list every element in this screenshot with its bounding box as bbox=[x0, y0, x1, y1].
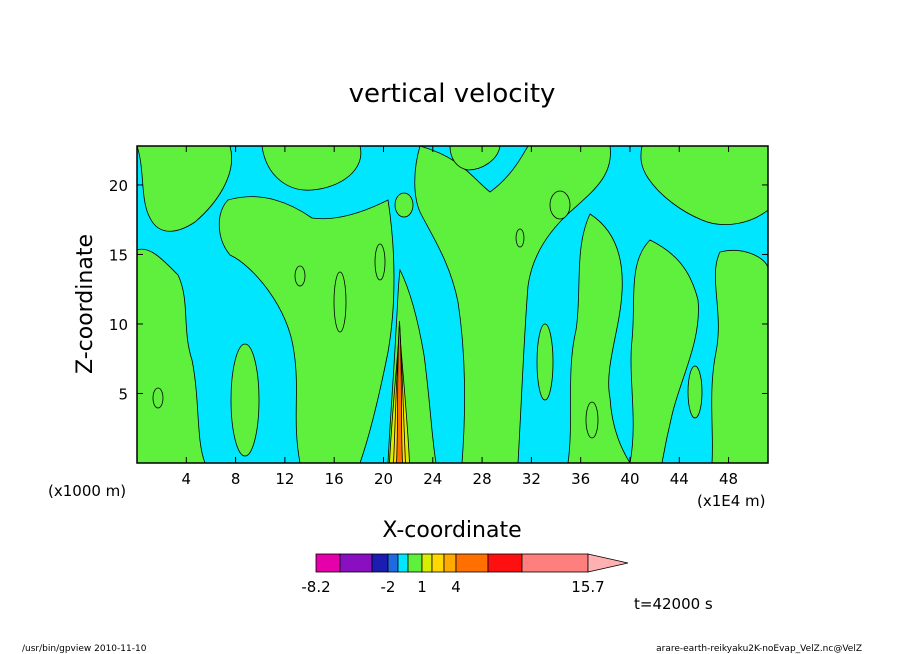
colorbar-swatch bbox=[487, 553, 523, 573]
updraft-region bbox=[629, 239, 699, 463]
y-tick-label: 5 bbox=[118, 385, 128, 403]
colorbar-swatch bbox=[521, 553, 589, 573]
updraft-region bbox=[374, 243, 386, 281]
y-axis-ticks: 5 10 15 20 bbox=[109, 177, 768, 403]
colorbar bbox=[315, 553, 629, 573]
x-tick-label: 48 bbox=[719, 470, 738, 488]
updraft-region bbox=[549, 190, 571, 220]
colorbar-swatch bbox=[407, 553, 423, 573]
plot-frame bbox=[136, 145, 769, 464]
updraft-region bbox=[294, 265, 306, 287]
updraft-region bbox=[137, 248, 206, 463]
colorbar-swatch bbox=[455, 553, 489, 573]
colorbar-swatch bbox=[431, 553, 445, 573]
updraft-region bbox=[585, 401, 599, 439]
colorbar-swatch bbox=[387, 553, 399, 573]
x-tick-label: 40 bbox=[620, 470, 639, 488]
colorbar-tick-label: 4 bbox=[451, 578, 461, 596]
updraft-region bbox=[687, 365, 703, 419]
colorbar-swatch bbox=[315, 553, 341, 573]
colorbar-tick-label: 15.7 bbox=[571, 578, 604, 596]
x-tick-label: 24 bbox=[423, 470, 442, 488]
updraft-region bbox=[449, 146, 501, 171]
y-unit-label: (x1000 m) bbox=[48, 482, 126, 500]
colorbar-tick-label: -8.2 bbox=[301, 578, 330, 596]
updraft-region bbox=[261, 146, 362, 191]
x-unit-label: (x1E4 m) bbox=[697, 492, 766, 510]
updraft-region bbox=[394, 192, 414, 218]
footer-right: arare-earth-reikyaku2K-noEvap_VelZ.nc@Ve… bbox=[656, 644, 862, 654]
colorbar-swatch bbox=[421, 553, 433, 573]
footer-left: /usr/bin/gpview 2010-11-10 bbox=[22, 644, 147, 654]
x-axis-ticks: 4 8 12 16 20 24 28 32 36 40 44 48 bbox=[182, 146, 738, 488]
updraft-region bbox=[230, 343, 260, 457]
updraft-core bbox=[396, 320, 403, 463]
x-axis-label: X-coordinate bbox=[382, 518, 521, 543]
x-tick-label: 12 bbox=[275, 470, 294, 488]
updraft-region bbox=[218, 196, 395, 463]
x-tick-label: 32 bbox=[522, 470, 541, 488]
x-tick-label: 36 bbox=[571, 470, 590, 488]
colorbar-swatch bbox=[397, 553, 409, 573]
colorbar-extend-arrow bbox=[587, 553, 629, 573]
chart-title: vertical velocity bbox=[349, 79, 556, 109]
y-tick-label: 15 bbox=[109, 246, 128, 264]
updraft-region bbox=[333, 271, 347, 333]
y-axis-label: Z-coordinate bbox=[73, 234, 98, 374]
updraft-region bbox=[567, 213, 631, 463]
x-tick-label: 44 bbox=[670, 470, 689, 488]
colorbar-tick-label: 1 bbox=[417, 578, 427, 596]
updraft-region bbox=[137, 146, 232, 232]
updraft-region bbox=[640, 146, 768, 225]
updraft-region bbox=[414, 146, 611, 463]
colorbar-swatch bbox=[443, 553, 457, 573]
y-tick-label: 20 bbox=[109, 177, 128, 195]
updraft-region bbox=[711, 250, 768, 463]
velocity-field bbox=[137, 146, 768, 463]
updraft-region bbox=[536, 323, 554, 401]
y-tick-label: 10 bbox=[109, 316, 128, 334]
colorbar-tick-label: -2 bbox=[381, 578, 396, 596]
x-tick-label: 4 bbox=[182, 470, 192, 488]
colorbar-swatch bbox=[371, 553, 389, 573]
x-tick-label: 16 bbox=[325, 470, 344, 488]
x-tick-label: 28 bbox=[473, 470, 492, 488]
x-tick-label: 8 bbox=[231, 470, 241, 488]
x-tick-label: 20 bbox=[374, 470, 393, 488]
updraft-region bbox=[515, 228, 525, 248]
plot-area bbox=[136, 145, 769, 464]
time-label: t=42000 s bbox=[634, 595, 713, 613]
colorbar-tick-labels: -8.2 -2 1 4 15.7 bbox=[301, 578, 604, 596]
updraft-region bbox=[152, 387, 164, 409]
colorbar-swatch bbox=[339, 553, 373, 573]
